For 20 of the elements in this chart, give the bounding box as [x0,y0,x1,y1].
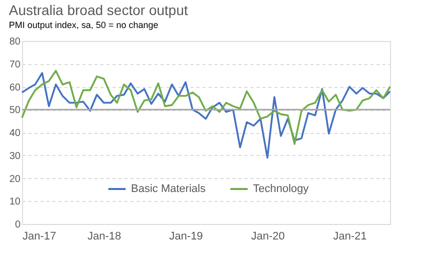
y-tick-label: 0 [14,220,21,230]
legend-label: Technology [253,183,310,195]
chart-subtitle: PMI output index, sa, 50 = no change [8,20,158,30]
x-tick-label: Jan-19 [169,230,203,242]
y-tick-label: 10 [9,196,21,208]
y-tick-label: 60 [9,82,21,94]
y-tick-label: 70 [9,59,21,70]
x-tick-label: Jan-21 [333,230,367,242]
y-tick-label: 40 [9,128,21,139]
y-tick-label: 20 [9,174,21,185]
x-tick-label: Jan-17 [22,230,56,242]
chart-title: Australia broad sector output [8,2,188,18]
line-series [21,70,391,145]
y-tick-label: 50 [9,105,21,116]
x-tick-label: Jan-20 [251,230,285,242]
y-tick-label: 80 [9,36,21,48]
y-tick-label: 30 [9,150,21,162]
x-tick-label: Jan-18 [87,230,122,242]
legend-label: Basic Materials [131,183,206,195]
line-series [21,72,391,159]
